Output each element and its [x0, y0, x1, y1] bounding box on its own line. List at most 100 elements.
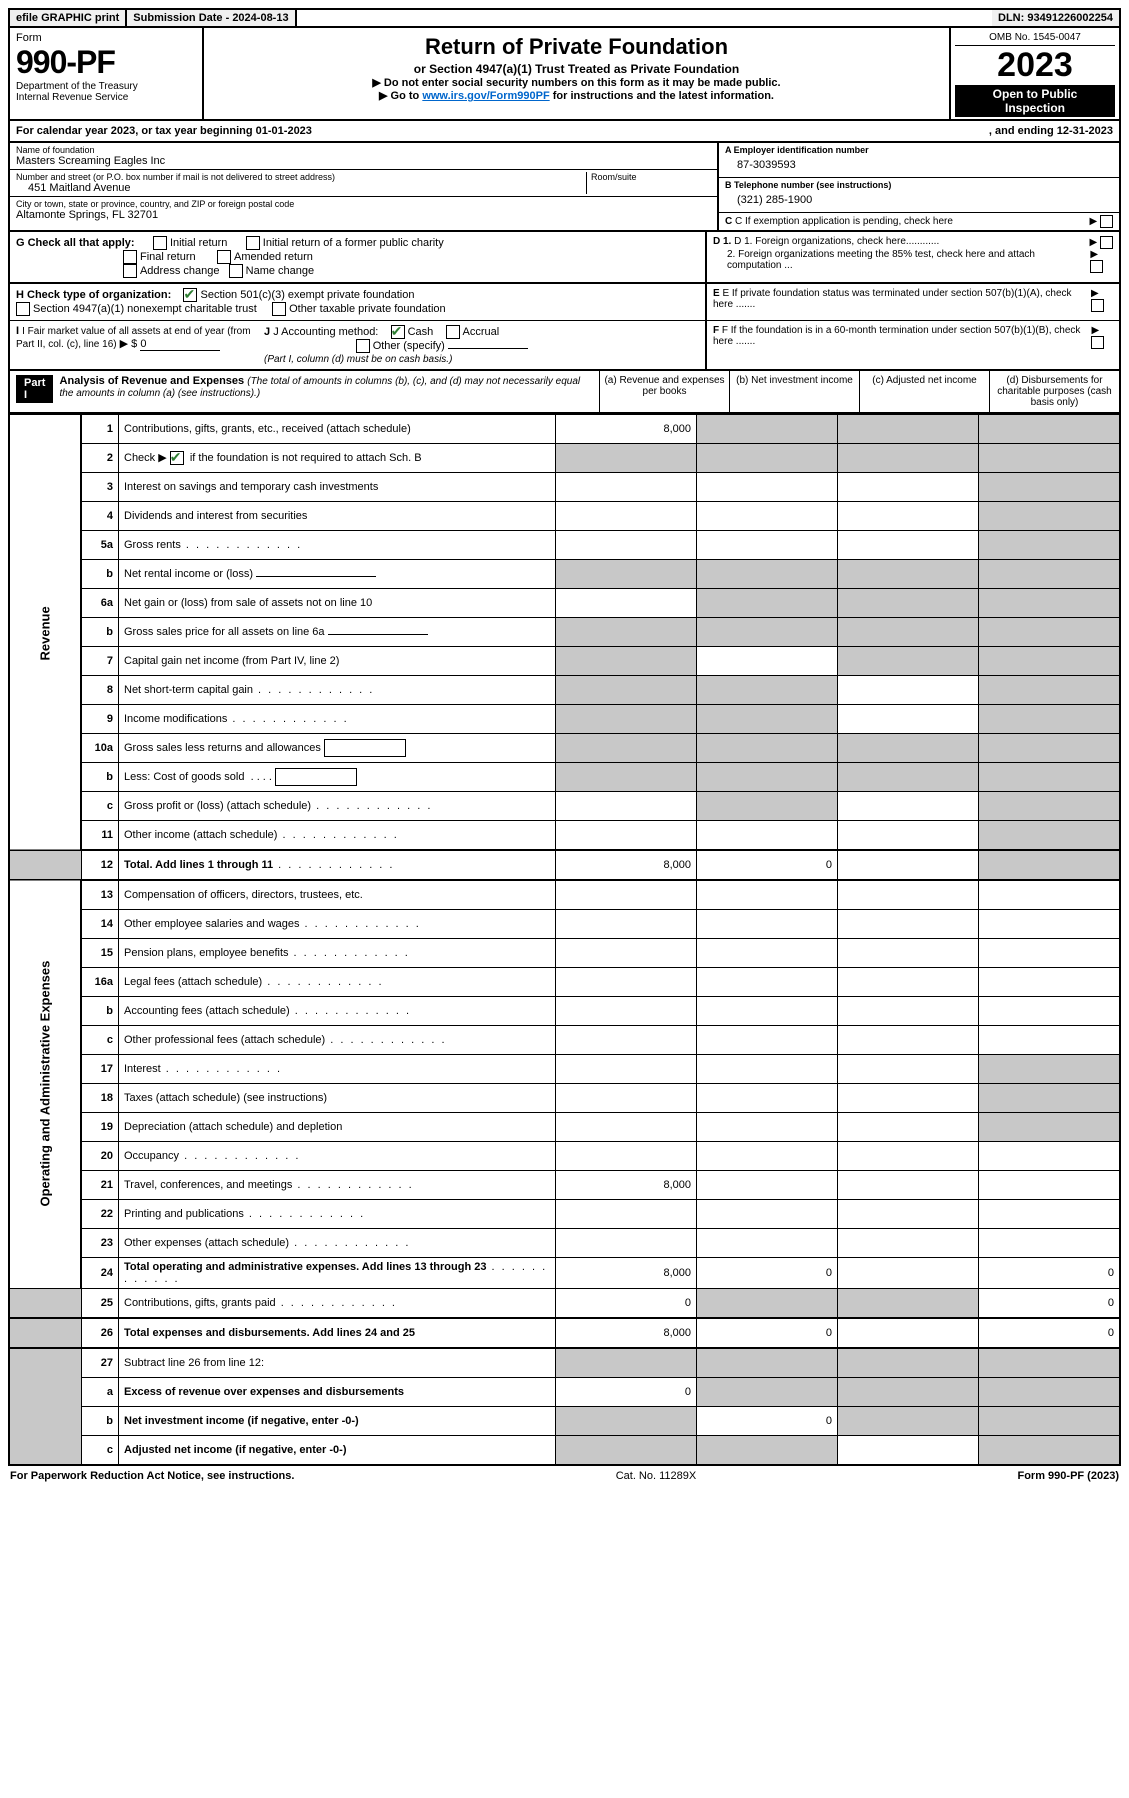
footer: For Paperwork Reduction Act Notice, see … — [8, 1466, 1121, 1486]
form-header: Form 990-PF Department of the Treasury I… — [8, 28, 1121, 121]
table-row: 17Interest — [9, 1055, 1120, 1084]
address-cell: Number and street (or P.O. box number if… — [10, 170, 717, 197]
col-a-header: (a) Revenue and expenses per books — [599, 371, 729, 412]
footer-left: For Paperwork Reduction Act Notice, see … — [10, 1470, 294, 1482]
form-title: Return of Private Foundation — [210, 34, 943, 60]
table-row: Revenue 1 Contributions, gifts, grants, … — [9, 415, 1120, 444]
table-row: 24Total operating and administrative exp… — [9, 1258, 1120, 1289]
form-subtitle: or Section 4947(a)(1) Trust Treated as P… — [210, 62, 943, 76]
table-row: bGross sales price for all assets on lin… — [9, 618, 1120, 647]
table-row: 27Subtract line 26 from line 12: — [9, 1348, 1120, 1378]
h-row: H Check type of organization: Section 50… — [8, 284, 1121, 321]
other-taxable-checkbox[interactable] — [272, 302, 286, 316]
fmv-value: 0 — [140, 338, 220, 351]
table-row: 8Net short-term capital gain — [9, 676, 1120, 705]
footer-center: Cat. No. 11289X — [616, 1470, 697, 1482]
table-row: 15Pension plans, employee benefits — [9, 939, 1120, 968]
tax-year: 2023 — [955, 46, 1115, 85]
g-label: G Check all that apply: — [16, 237, 135, 249]
table-row: 4Dividends and interest from securities — [9, 502, 1120, 531]
table-row: 10aGross sales less returns and allowanc… — [9, 734, 1120, 763]
table-row: 7Capital gain net income (from Part IV, … — [9, 647, 1120, 676]
name-change-checkbox[interactable] — [229, 264, 243, 278]
d1-checkbox[interactable] — [1100, 236, 1113, 249]
table-row: 5aGross rents — [9, 531, 1120, 560]
table-row: 25Contributions, gifts, grants paid00 — [9, 1289, 1120, 1319]
header-center: Return of Private Foundation or Section … — [204, 28, 951, 119]
table-row: 3Interest on savings and temporary cash … — [9, 473, 1120, 502]
table-row: 14Other employee salaries and wages — [9, 910, 1120, 939]
g-check-row: G Check all that apply: Initial return I… — [8, 232, 1121, 284]
table-row: 22Printing and publications — [9, 1200, 1120, 1229]
table-row: 9Income modifications — [9, 705, 1120, 734]
table-row: cOther professional fees (attach schedul… — [9, 1026, 1120, 1055]
calendar-year-row: For calendar year 2023, or tax year begi… — [8, 121, 1121, 143]
table-row: 2 Check ▶ if the foundation is not requi… — [9, 444, 1120, 473]
info-block: Name of foundation Masters Screaming Eag… — [8, 143, 1121, 232]
top-bar: efile GRAPHIC print Submission Date - 20… — [8, 8, 1121, 28]
omb: OMB No. 1545-0047 — [955, 30, 1115, 46]
part1-header: Part I Analysis of Revenue and Expenses … — [8, 371, 1121, 414]
amended-return-checkbox[interactable] — [217, 250, 231, 264]
schb-checkbox[interactable] — [170, 451, 184, 465]
table-row: aExcess of revenue over expenses and dis… — [9, 1378, 1120, 1407]
table-row: 26Total expenses and disbursements. Add … — [9, 1318, 1120, 1348]
table-row: 16aLegal fees (attach schedule) — [9, 968, 1120, 997]
submission-date: Submission Date - 2024-08-13 — [127, 10, 296, 26]
col-c-header: (c) Adjusted net income — [859, 371, 989, 412]
h-label: H Check type of organization: — [16, 289, 171, 301]
efile-button[interactable]: efile GRAPHIC print — [10, 10, 127, 26]
table-row: 18Taxes (attach schedule) (see instructi… — [9, 1084, 1120, 1113]
table-row: cAdjusted net income (if negative, enter… — [9, 1436, 1120, 1466]
c-cell: C C If exemption application is pending,… — [719, 213, 1119, 230]
table-row: bLess: Cost of goods sold . . . . — [9, 763, 1120, 792]
table-row: 19Depreciation (attach schedule) and dep… — [9, 1113, 1120, 1142]
table-row: bAccounting fees (attach schedule) — [9, 997, 1120, 1026]
final-return-checkbox[interactable] — [123, 250, 137, 264]
f-checkbox[interactable] — [1091, 336, 1104, 349]
revenue-side-label: Revenue — [9, 415, 81, 851]
table-row: cGross profit or (loss) (attach schedule… — [9, 792, 1120, 821]
irs-link[interactable]: www.irs.gov/Form990PF — [422, 90, 549, 102]
part1-table: Revenue 1 Contributions, gifts, grants, … — [8, 414, 1121, 1466]
table-row: 23Other expenses (attach schedule) — [9, 1229, 1120, 1258]
e-checkbox[interactable] — [1091, 299, 1104, 312]
foundation-name-cell: Name of foundation Masters Screaming Eag… — [10, 143, 717, 170]
other-method-checkbox[interactable] — [356, 339, 370, 353]
ij-row: I I Fair market value of all assets at e… — [8, 321, 1121, 371]
4947-checkbox[interactable] — [16, 302, 30, 316]
ein-cell: A Employer identification number 87-3039… — [719, 143, 1119, 178]
initial-former-checkbox[interactable] — [246, 236, 260, 250]
header-right: OMB No. 1545-0047 2023 Open to PublicIns… — [951, 28, 1119, 119]
dept1: Department of the Treasury — [16, 81, 196, 92]
tel-cell: B Telephone number (see instructions) (3… — [719, 178, 1119, 213]
form-word: Form — [16, 32, 196, 44]
accrual-checkbox[interactable] — [446, 325, 460, 339]
table-row: Operating and Administrative Expenses 13… — [9, 880, 1120, 910]
form-number: 990-PF — [16, 44, 196, 81]
header-left: Form 990-PF Department of the Treasury I… — [10, 28, 204, 119]
part1-label: Part I — [16, 375, 53, 403]
expenses-side-label: Operating and Administrative Expenses — [9, 880, 81, 1289]
table-row: bNet rental income or (loss) — [9, 560, 1120, 589]
table-row: bNet investment income (if negative, ent… — [9, 1407, 1120, 1436]
table-row: 6aNet gain or (loss) from sale of assets… — [9, 589, 1120, 618]
dln: DLN: 93491226002254 — [992, 10, 1119, 26]
address-change-checkbox[interactable] — [123, 264, 137, 278]
instr2: ▶ Go to www.irs.gov/Form990PF for instru… — [210, 89, 943, 102]
col-d-header: (d) Disbursements for charitable purpose… — [989, 371, 1119, 412]
instr1: ▶ Do not enter social security numbers o… — [210, 76, 943, 89]
initial-return-checkbox[interactable] — [153, 236, 167, 250]
dept2: Internal Revenue Service — [16, 92, 196, 103]
501c3-checkbox[interactable] — [183, 288, 197, 302]
c-checkbox[interactable] — [1100, 215, 1113, 228]
open-to-public: Open to PublicInspection — [955, 85, 1115, 117]
table-row: 12Total. Add lines 1 through 118,0000 — [9, 850, 1120, 880]
part1-title: Analysis of Revenue and Expenses — [60, 375, 245, 387]
city-cell: City or town, state or province, country… — [10, 197, 717, 223]
table-row: 11Other income (attach schedule) — [9, 821, 1120, 851]
cash-checkbox[interactable] — [391, 325, 405, 339]
footer-right: Form 990-PF (2023) — [1017, 1470, 1119, 1482]
d2-checkbox[interactable] — [1090, 260, 1103, 273]
table-row: 20Occupancy — [9, 1142, 1120, 1171]
